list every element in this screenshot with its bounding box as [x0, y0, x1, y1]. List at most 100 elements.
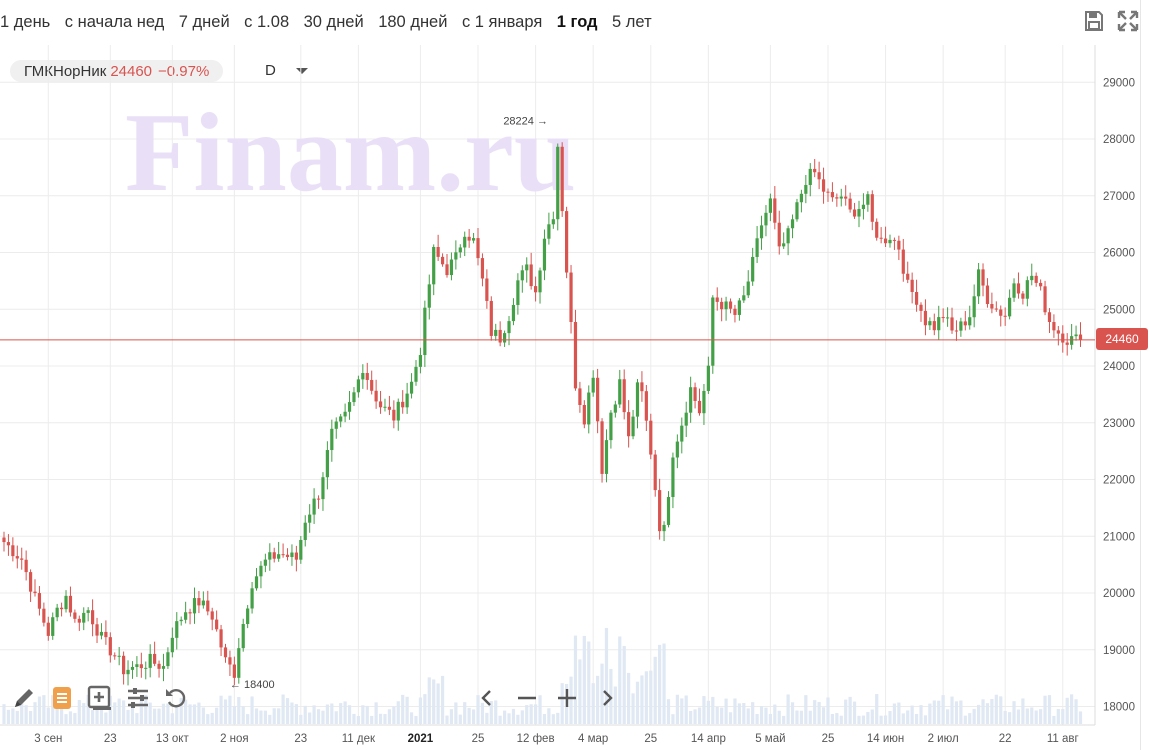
ticker-name: ГМКНорНик: [24, 62, 107, 80]
period-7[interactable]: 1 год: [556, 12, 598, 31]
volume-bar: [697, 707, 702, 724]
interval-dropdown[interactable]: D: [265, 62, 308, 79]
add-indicator-icon[interactable]: [86, 684, 114, 712]
volume-bar: [556, 712, 560, 724]
ticker-badge[interactable]: ГМКНорНик 24460 −0.97%: [10, 60, 224, 82]
candle-body: [534, 286, 538, 293]
pencil-icon[interactable]: [10, 684, 38, 712]
volume-bar: [529, 704, 533, 724]
candle-body: [689, 387, 693, 413]
candle-body: [525, 264, 529, 271]
volume-bar: [299, 714, 303, 724]
reset-icon[interactable]: [162, 684, 190, 712]
volume-bar: [454, 702, 458, 724]
volume-bar: [627, 672, 631, 724]
period-2[interactable]: 7 дней: [178, 12, 230, 31]
volume-bar: [201, 707, 205, 724]
volume-bar: [33, 702, 37, 724]
volume-bar: [702, 696, 706, 724]
candle-body: [113, 655, 117, 657]
volume-bar: [759, 706, 764, 724]
list-icon[interactable]: [48, 684, 76, 712]
x-tick-label: 14 апр: [691, 733, 726, 745]
volume-bar: [1016, 709, 1021, 724]
candle-body: [489, 300, 493, 336]
volume-bar: [618, 636, 622, 724]
candle-body: [937, 317, 941, 331]
candle-body: [201, 600, 205, 606]
volume-bar: [888, 711, 892, 724]
candle-body: [861, 204, 866, 210]
candle-body: [126, 669, 130, 675]
volume-bar: [467, 707, 471, 724]
volume-bar: [875, 694, 879, 724]
volume-bar: [830, 713, 835, 724]
volume-bar: [870, 709, 874, 724]
period-6[interactable]: с 1 января: [461, 12, 543, 31]
candle-body: [596, 377, 600, 422]
volume-bar: [104, 712, 108, 724]
settings-sliders-icon[interactable]: [124, 684, 152, 712]
volume-bar: [144, 694, 148, 724]
candle-body: [720, 301, 724, 310]
chevron-right-icon[interactable]: [594, 684, 620, 712]
volume-bar: [963, 715, 967, 724]
candle-body: [852, 209, 857, 217]
volume-bar: [538, 695, 542, 724]
candle-body: [547, 224, 551, 239]
volume-bar: [223, 699, 228, 724]
candle-body: [418, 355, 423, 367]
volume-bar: [91, 709, 95, 724]
period-selector: 1 день с начала нед 7 дней с 1.08 30 дней 180…: [0, 10, 666, 34]
candle-body: [1074, 334, 1078, 337]
candle-body: [401, 401, 405, 408]
volume-bar: [254, 708, 259, 724]
period-5[interactable]: 180 дней: [378, 12, 448, 31]
period-8[interactable]: 5 лет: [612, 12, 652, 31]
y-tick-label: 25000: [1103, 304, 1135, 316]
candle-body: [879, 237, 883, 239]
volume-bar: [764, 707, 768, 724]
chart-frame: [1140, 0, 1141, 750]
candle-body: [1043, 286, 1047, 313]
candle-body: [15, 556, 19, 559]
x-tick-label: 25: [822, 733, 835, 745]
candle-body: [972, 296, 976, 318]
volume-bar: [166, 703, 170, 724]
volume-bar: [77, 700, 81, 724]
candle-body: [733, 308, 737, 315]
period-3[interactable]: с 1.08: [244, 12, 290, 31]
expand-icon[interactable]: [1116, 9, 1140, 33]
save-icon[interactable]: [1082, 9, 1106, 33]
volume-bar: [378, 713, 383, 724]
period-0[interactable]: 1 день: [0, 12, 51, 31]
candle-body: [77, 618, 81, 623]
candle-body: [215, 619, 219, 630]
volume-bar: [117, 698, 121, 724]
volume-bar: [728, 712, 733, 724]
candle-body: [1030, 275, 1034, 281]
volume-bar: [277, 708, 281, 724]
candle-body: [649, 420, 653, 455]
period-1[interactable]: с начала нед: [64, 12, 165, 31]
period-4[interactable]: 30 дней: [303, 12, 364, 31]
volume-bar: [175, 707, 179, 724]
volume-bar: [82, 703, 86, 724]
x-tick-label: 11 дек: [342, 733, 376, 745]
volume-bar: [418, 697, 423, 724]
candle-body: [923, 310, 928, 326]
candle-body: [932, 321, 936, 331]
drawing-toolbar: [10, 684, 190, 712]
volume-bar: [485, 712, 489, 724]
candle-body: [790, 219, 795, 229]
candle-body: [804, 184, 808, 194]
volume-bar: [742, 703, 746, 724]
candle-body: [928, 321, 932, 326]
candle-body: [285, 554, 290, 558]
chevron-left-icon[interactable]: [474, 684, 500, 712]
candle-body: [870, 194, 874, 222]
y-tick-label: 26000: [1103, 248, 1135, 260]
zoom-in-icon[interactable]: [554, 684, 580, 712]
zoom-out-icon[interactable]: [514, 684, 540, 712]
